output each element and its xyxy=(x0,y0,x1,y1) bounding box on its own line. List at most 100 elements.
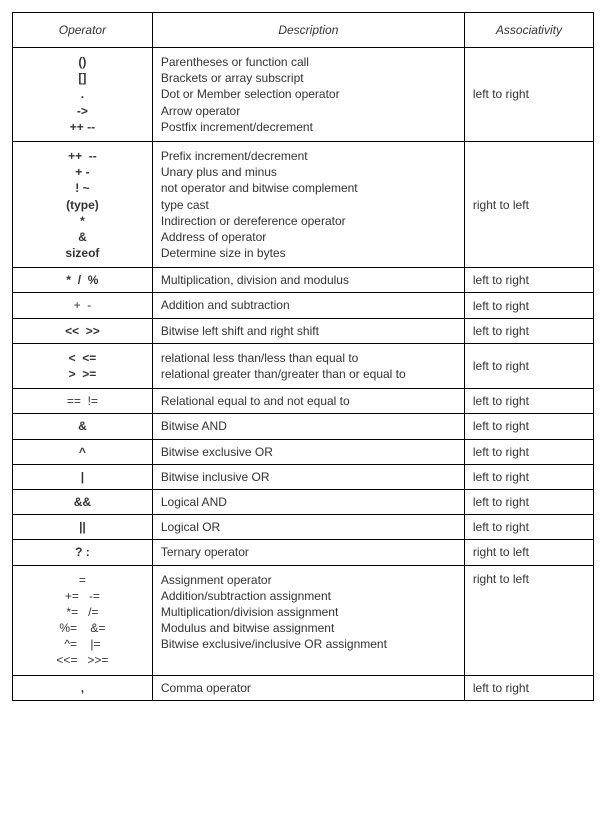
operator-text: -> xyxy=(21,103,144,119)
table-header-row: Operator Description Associativity xyxy=(13,13,594,48)
associativity-text: left to right xyxy=(473,681,529,695)
operator-text: , xyxy=(21,680,144,696)
operator-cell: ? : xyxy=(13,540,153,565)
associativity-cell: left to right xyxy=(464,293,593,318)
operator-cell: ^ xyxy=(13,439,153,464)
description-cell: Bitwise exclusive OR xyxy=(152,439,464,464)
associativity-text: left to right xyxy=(473,394,529,408)
description-text: relational greater than/greater than or … xyxy=(161,366,456,382)
associativity-cell: left to right xyxy=(464,268,593,293)
operator-text: ! ~ xyxy=(21,180,144,196)
description-cell: Addition and subtraction xyxy=(152,293,464,318)
operator-cell: + - xyxy=(13,293,153,318)
associativity-cell: left to right xyxy=(464,414,593,439)
operator-text: ^= |= xyxy=(21,636,144,652)
description-text: Addition/subtraction assignment xyxy=(161,588,456,604)
associativity-text: left to right xyxy=(473,470,529,484)
description-text: relational less than/less than equal to xyxy=(161,350,456,366)
header-associativity: Associativity xyxy=(464,13,593,48)
description-text: Bitwise AND xyxy=(161,418,456,434)
operator-precedence-table-container: Operator Description Associativity ()[].… xyxy=(12,12,594,701)
operator-cell: < <=> >= xyxy=(13,343,153,388)
associativity-text: left to right xyxy=(473,445,529,459)
description-cell: Bitwise left shift and right shift xyxy=(152,318,464,343)
associativity-cell: left to right xyxy=(464,464,593,489)
operator-text: & xyxy=(21,418,144,434)
associativity-cell: left to right xyxy=(464,439,593,464)
table-row: ++ --+ -! ~(type)*&sizeof Prefix incremen… xyxy=(13,141,594,267)
operator-cell: << >> xyxy=(13,318,153,343)
operator-text: [] xyxy=(21,70,144,86)
operator-cell: =+= -=*= /=%= &=^= |=<<= >>= xyxy=(13,565,153,675)
operator-text: || xyxy=(21,519,144,535)
operator-cell: && xyxy=(13,489,153,514)
table-row: + - Addition and subtraction left to right xyxy=(13,293,594,318)
table-row: == != Relational equal to and not equal t… xyxy=(13,389,594,414)
operator-cell: ++ --+ -! ~(type)*&sizeof xyxy=(13,141,153,267)
operator-text: () xyxy=(21,54,144,70)
description-cell: Relational equal to and not equal to xyxy=(152,389,464,414)
operator-text: ++ -- xyxy=(21,148,144,164)
associativity-text: left to right xyxy=(473,359,529,373)
description-cell: Logical OR xyxy=(152,515,464,540)
operator-text: * xyxy=(21,213,144,229)
associativity-cell: left to right xyxy=(464,675,593,700)
operator-text: %= &= xyxy=(21,620,144,636)
description-text: Logical AND xyxy=(161,494,456,510)
operator-text: (type) xyxy=(21,197,144,213)
description-cell: Logical AND xyxy=(152,489,464,514)
description-text: Modulus and bitwise assignment xyxy=(161,620,456,636)
description-text: Brackets or array subscript xyxy=(161,70,456,86)
associativity-cell: left to right xyxy=(464,343,593,388)
description-cell: Ternary operator xyxy=(152,540,464,565)
operator-text: . xyxy=(21,86,144,102)
description-text: Prefix increment/decrement xyxy=(161,148,456,164)
operator-text: + - xyxy=(21,164,144,180)
description-cell: Parentheses or function callBrackets or … xyxy=(152,48,464,142)
operator-text: ? : xyxy=(21,544,144,560)
description-text: Address of operator xyxy=(161,229,456,245)
operator-text: == != xyxy=(21,393,144,409)
description-cell: Bitwise AND xyxy=(152,414,464,439)
description-text: Arrow operator xyxy=(161,103,456,119)
operator-cell: == != xyxy=(13,389,153,414)
operator-text: += -= xyxy=(21,588,144,604)
operator-text: + - xyxy=(21,297,144,313)
operator-text: = xyxy=(21,572,144,588)
operator-text: < <= xyxy=(21,350,144,366)
description-text: type cast xyxy=(161,197,456,213)
description-text: Addition and subtraction xyxy=(161,297,456,313)
description-text: Multiplication, division and modulus xyxy=(161,272,456,288)
operator-cell: || xyxy=(13,515,153,540)
operator-text: *= /= xyxy=(21,604,144,620)
operator-cell: | xyxy=(13,464,153,489)
description-text: Logical OR xyxy=(161,519,456,535)
description-cell: Comma operator xyxy=(152,675,464,700)
operator-precedence-table: Operator Description Associativity ()[].… xyxy=(12,12,594,701)
operator-cell: & xyxy=(13,414,153,439)
associativity-cell: right to left xyxy=(464,540,593,565)
associativity-cell: left to right xyxy=(464,48,593,142)
operator-text: sizeof xyxy=(21,245,144,261)
table-row: << >>Bitwise left shift and right shift l… xyxy=(13,318,594,343)
associativity-cell: left to right xyxy=(464,515,593,540)
description-cell: Bitwise inclusive OR xyxy=(152,464,464,489)
associativity-cell: left to right xyxy=(464,318,593,343)
table-row: * / %Multiplication, division and modulu… xyxy=(13,268,594,293)
associativity-text: left to right xyxy=(473,324,529,338)
description-text: Ternary operator xyxy=(161,544,456,560)
operator-text: ++ -- xyxy=(21,119,144,135)
table-row: =+= -=*= /=%= &=^= |=<<= >>=Assignment o… xyxy=(13,565,594,675)
associativity-cell: right to left xyxy=(464,565,593,675)
operator-text: | xyxy=(21,469,144,485)
description-text: Bitwise inclusive OR xyxy=(161,469,456,485)
associativity-cell: left to right xyxy=(464,389,593,414)
description-text: not operator and bitwise complement xyxy=(161,180,456,196)
table-row: , Comma operator left to right xyxy=(13,675,594,700)
header-description: Description xyxy=(152,13,464,48)
description-text: Parentheses or function call xyxy=(161,54,456,70)
operator-text: ^ xyxy=(21,444,144,460)
operator-text: & xyxy=(21,229,144,245)
table-row: &&Logical ANDleft to right xyxy=(13,489,594,514)
description-text: Indirection or dereference operator xyxy=(161,213,456,229)
